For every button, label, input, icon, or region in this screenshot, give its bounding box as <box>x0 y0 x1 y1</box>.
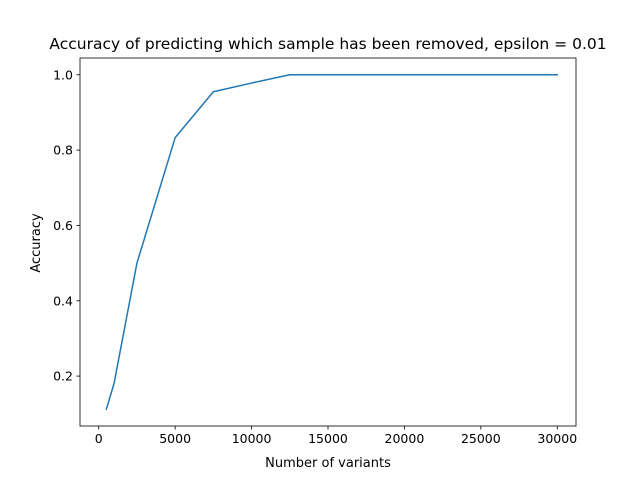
x-tick-label: 25000 <box>461 431 501 446</box>
plot-area <box>79 57 577 427</box>
x-tick-label: 5000 <box>159 431 191 446</box>
x-axis-ticks: 0 5000 10000 15000 20000 25000 30000 <box>95 426 577 446</box>
chart-title: Accuracy of predicting which sample has … <box>49 35 606 53</box>
y-axis-label: Accuracy <box>29 213 44 273</box>
x-axis-label: Number of variants <box>265 456 391 471</box>
x-tick-label: 15000 <box>308 431 348 446</box>
y-tick-label: 0.6 <box>53 218 73 233</box>
x-tick-label: 10000 <box>232 431 272 446</box>
x-tick-label: 0 <box>95 431 103 446</box>
axes-frame <box>79 57 577 427</box>
x-tick-label: 30000 <box>537 431 577 446</box>
y-tick-label: 0.8 <box>53 143 73 158</box>
y-tick-label: 0.4 <box>53 293 73 308</box>
y-tick-label: 1.0 <box>53 67 73 82</box>
series-line-0 <box>105 74 559 411</box>
y-axis-ticks: 0.2 0.4 0.6 0.8 1.0 <box>53 67 80 384</box>
y-tick-label: 0.2 <box>53 369 73 384</box>
x-tick-label: 20000 <box>385 431 425 446</box>
